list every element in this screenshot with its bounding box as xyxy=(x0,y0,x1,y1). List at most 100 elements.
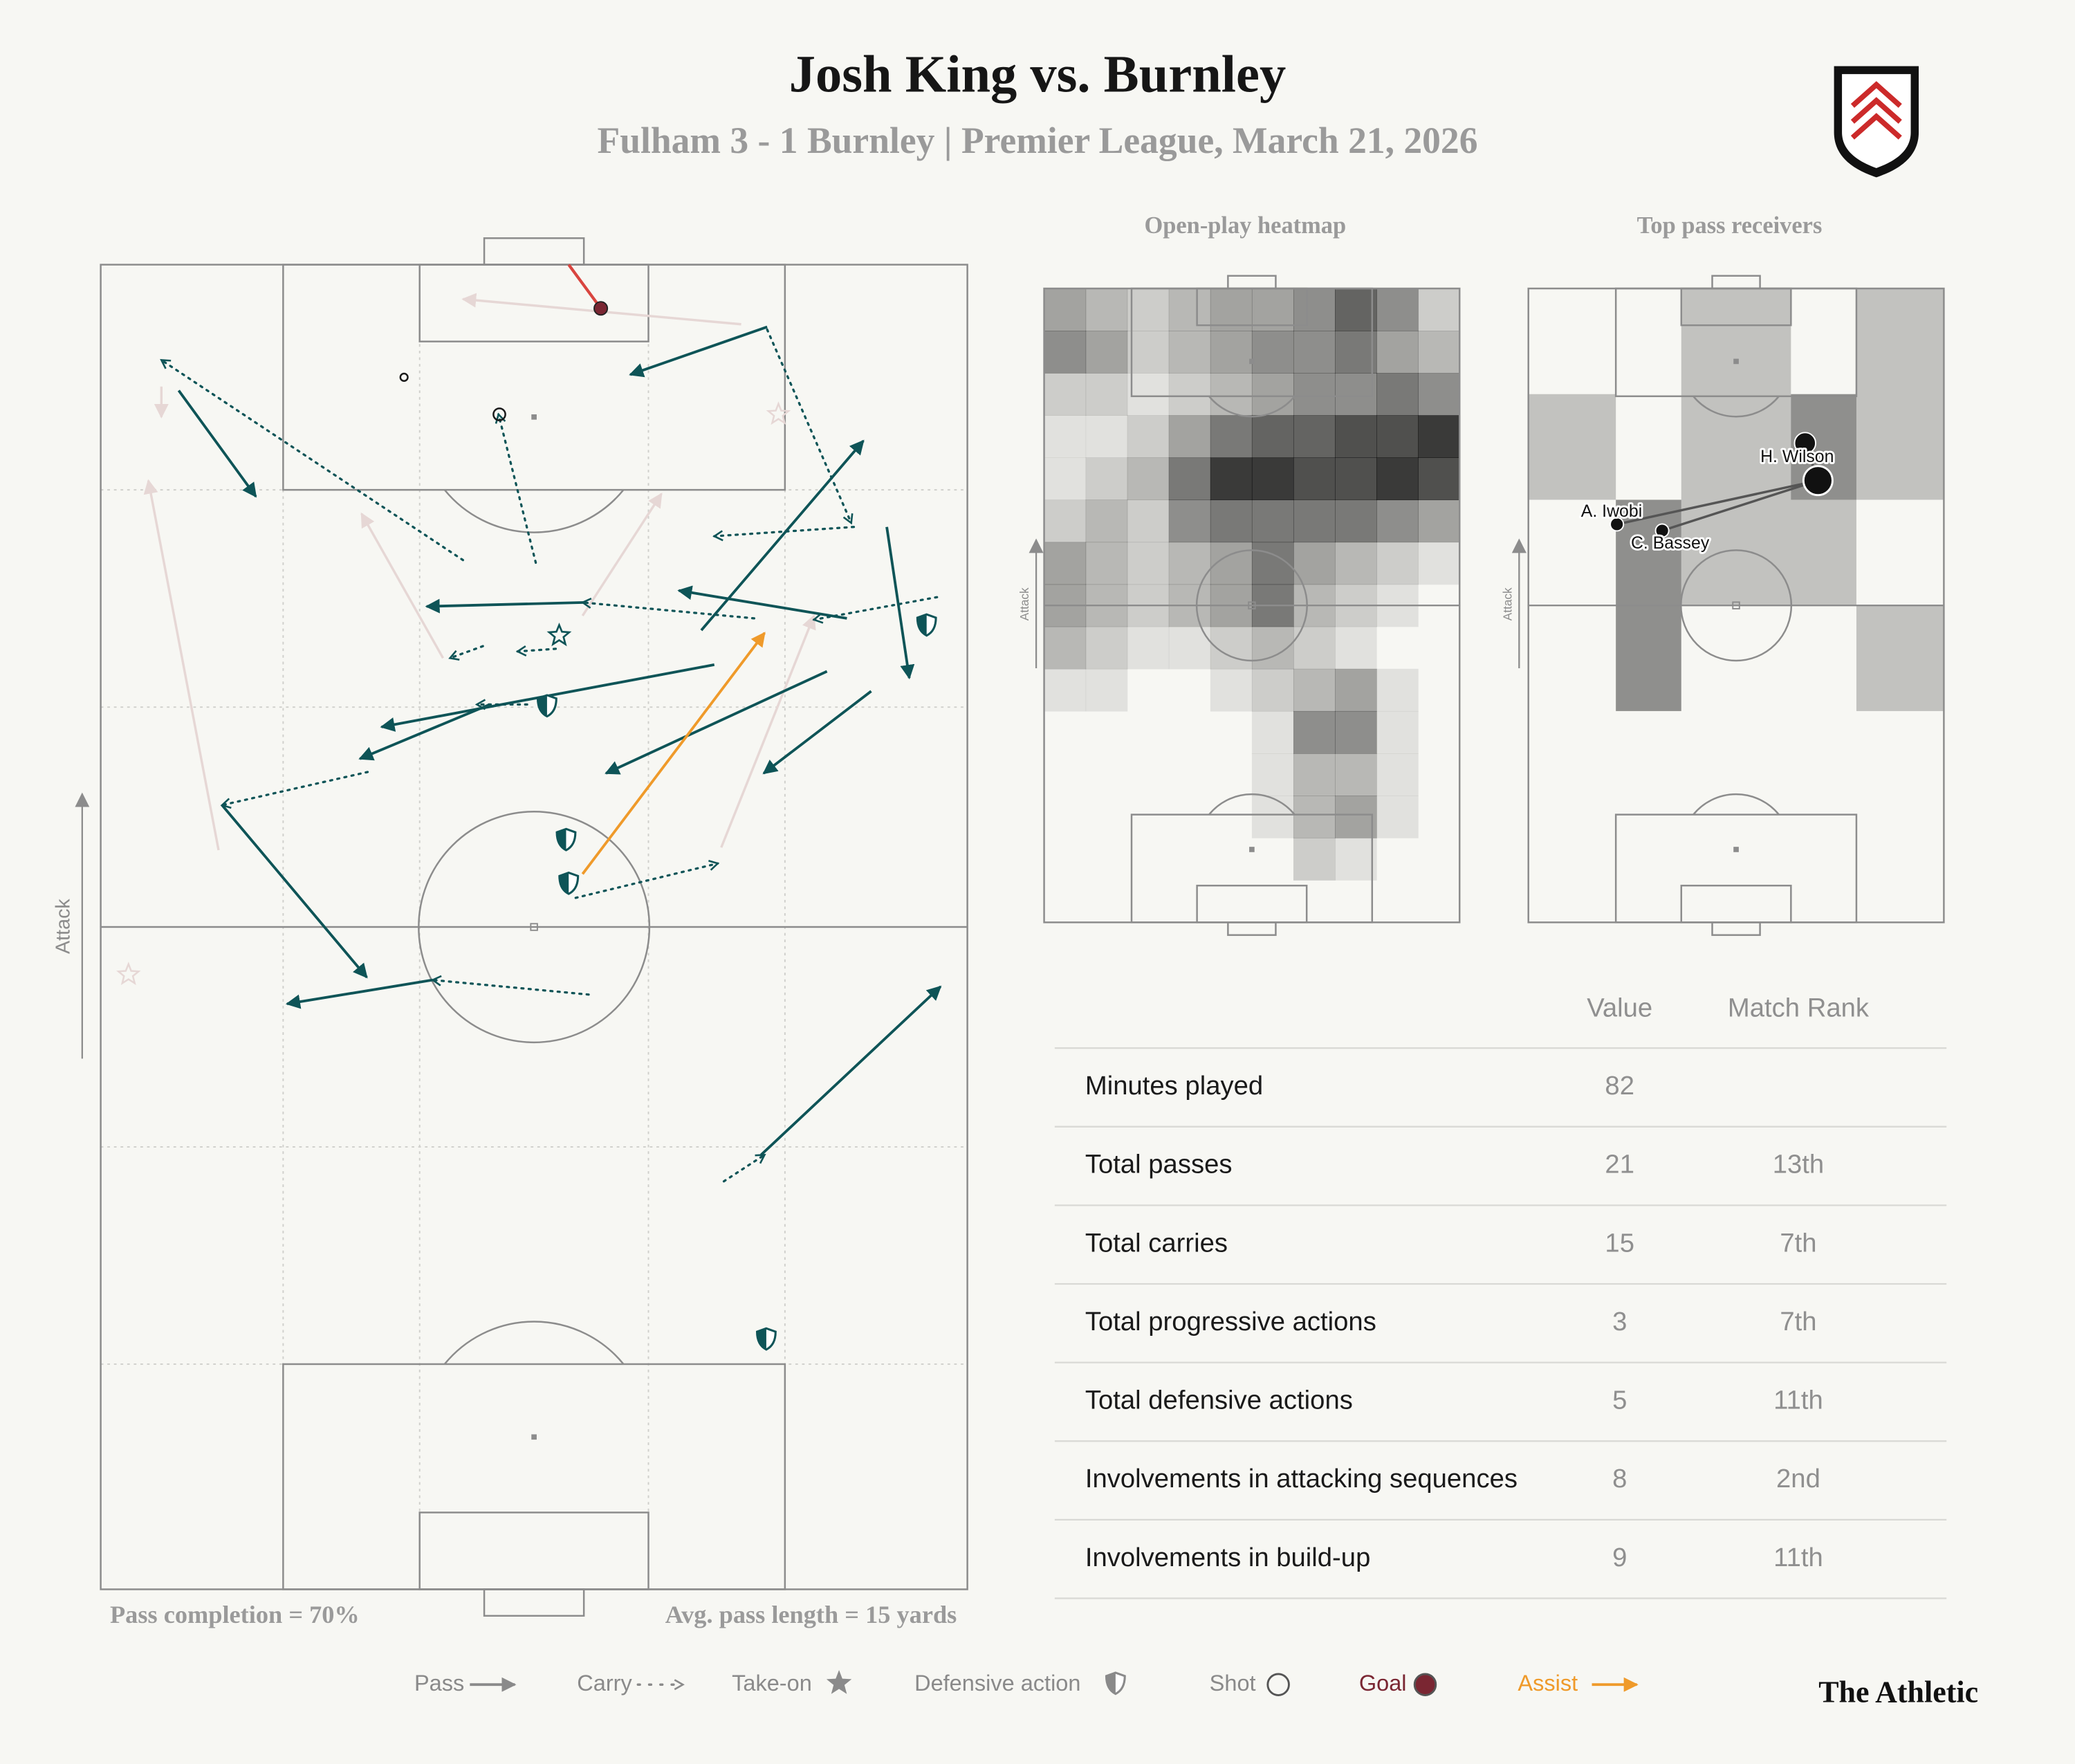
centre-spot xyxy=(1732,601,1740,609)
row-value: 8 xyxy=(1612,1464,1627,1494)
heat-cell xyxy=(1085,415,1128,458)
heat-cell xyxy=(1169,753,1211,796)
heat-cell xyxy=(1251,415,1294,458)
zone xyxy=(1529,817,1616,923)
zone xyxy=(1616,394,1681,500)
legend-label: Defensive action xyxy=(914,1671,1080,1696)
pass xyxy=(285,978,433,1009)
zone xyxy=(1681,288,1791,394)
pass-incomplete xyxy=(360,512,445,659)
pass xyxy=(677,585,847,620)
heat-cell xyxy=(1252,880,1294,923)
zone xyxy=(1529,288,1616,394)
heat-cell xyxy=(1085,668,1128,712)
heat-cell xyxy=(1086,838,1128,881)
penalty-spot xyxy=(1249,847,1255,852)
heat-cell xyxy=(1335,415,1377,458)
penalty-spot xyxy=(531,1434,537,1440)
pass-completion: Pass completion = 70% xyxy=(110,1601,360,1628)
legend-label: Take-on xyxy=(732,1671,812,1696)
heat-cell xyxy=(1335,373,1377,416)
heat-cell xyxy=(1210,711,1253,754)
heat-cell xyxy=(1127,373,1170,416)
pass xyxy=(760,985,942,1156)
zone xyxy=(1616,288,1681,394)
row-label: Minutes played xyxy=(1085,1071,1263,1101)
heat-cell xyxy=(1293,626,1336,670)
legend-label: Assist xyxy=(1518,1671,1578,1696)
heat-cell xyxy=(1044,838,1087,881)
carry xyxy=(220,771,369,809)
zone xyxy=(1856,394,1944,500)
heat-cell xyxy=(1418,542,1460,585)
legend-label: Pass xyxy=(414,1671,464,1696)
heat-cell xyxy=(1251,457,1294,501)
centre-circle xyxy=(418,811,651,1044)
zone xyxy=(1856,711,1944,817)
heat-cell xyxy=(1127,753,1170,796)
column-header: Value xyxy=(1587,993,1652,1023)
zone xyxy=(1529,605,1616,711)
legend: Pass Carry Take-on Defensive action Shot Goal… xyxy=(414,1670,1639,1696)
shield-fill xyxy=(917,614,927,636)
carry xyxy=(722,1153,766,1183)
goal xyxy=(1227,275,1277,290)
heat-cell xyxy=(1168,331,1211,374)
club-crest xyxy=(1834,66,1919,178)
defensive-action xyxy=(916,613,937,637)
centre-spot xyxy=(1248,601,1256,609)
pass-incomplete xyxy=(720,614,816,848)
zone xyxy=(1681,711,1791,817)
row-label: Involvements in attacking sequences xyxy=(1085,1464,1518,1494)
zone xyxy=(1856,499,1944,605)
heat-cell xyxy=(1169,880,1211,923)
row-value: 5 xyxy=(1612,1386,1627,1415)
heat-cell xyxy=(1085,626,1128,670)
row-rank: 11th xyxy=(1773,1543,1823,1572)
heat-cell xyxy=(1376,838,1419,881)
heat-cell xyxy=(1086,711,1128,754)
pass xyxy=(177,389,257,498)
heat-cell xyxy=(1335,880,1377,923)
title: Josh King vs. Burnley xyxy=(789,44,1286,103)
heat-cell xyxy=(1251,668,1294,712)
attack-label: Attack xyxy=(1017,587,1031,621)
carry xyxy=(712,526,856,542)
defensive-action xyxy=(555,827,577,852)
row-label: Total carries xyxy=(1085,1228,1228,1258)
pass-receivers: Attack H. Wilson A. Iwobi C. Bassey xyxy=(1500,275,1945,936)
heat-cell xyxy=(1044,373,1087,416)
take-on xyxy=(546,622,572,647)
row-value: 3 xyxy=(1612,1307,1627,1336)
heat-cell xyxy=(1335,288,1377,331)
zone xyxy=(1791,817,1856,923)
receiver xyxy=(1654,523,1670,538)
penalty-arc xyxy=(443,489,625,533)
heat-cell xyxy=(1168,373,1211,416)
heat-cell xyxy=(1418,373,1460,416)
heat-cell xyxy=(1293,331,1336,374)
legend-icon xyxy=(826,1670,852,1694)
zone xyxy=(1529,711,1616,817)
heat-cell xyxy=(1376,415,1419,458)
pass-incomplete xyxy=(581,493,663,616)
receiver-link xyxy=(1661,479,1818,532)
heat-cell xyxy=(1418,880,1460,923)
zone xyxy=(1616,711,1681,817)
receiver xyxy=(1610,517,1625,532)
assist xyxy=(581,632,766,875)
goal xyxy=(483,1588,585,1617)
heat-cell xyxy=(1376,457,1419,501)
shield-fill xyxy=(537,695,547,717)
heat-cell xyxy=(1127,415,1170,458)
penalty-spot xyxy=(1733,358,1739,365)
attack-label: Attack xyxy=(53,899,75,954)
heat-cell xyxy=(1210,838,1253,881)
heat-cell xyxy=(1127,457,1170,501)
heat-cell xyxy=(1293,668,1336,712)
carry xyxy=(515,645,557,656)
row-value: 15 xyxy=(1605,1228,1634,1258)
heat-cell xyxy=(1293,499,1336,543)
heat-cell xyxy=(1335,626,1377,670)
